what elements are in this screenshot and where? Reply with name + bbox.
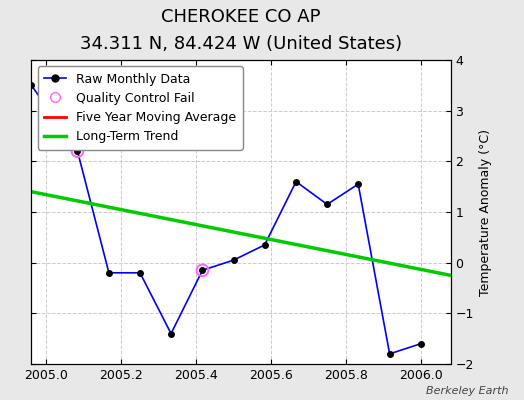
Raw Monthly Data (355, 182, 362, 186)
Legend: Raw Monthly Data, Quality Control Fail, Five Year Moving Average, Long-Term Tren: Raw Monthly Data, Quality Control Fail, … (38, 66, 243, 150)
Raw Monthly Data (74, 149, 81, 154)
Line: Raw Monthly Data: Raw Monthly Data (29, 82, 423, 357)
Raw Monthly Data (231, 258, 237, 262)
Raw Monthly Data (324, 202, 330, 207)
Raw Monthly Data (199, 268, 205, 273)
Raw Monthly Data (168, 331, 174, 336)
Raw Monthly Data (261, 242, 268, 247)
Raw Monthly Data (418, 341, 424, 346)
Quality Control Fail (73, 148, 82, 154)
Title: CHEROKEE CO AP
34.311 N, 84.424 W (United States): CHEROKEE CO AP 34.311 N, 84.424 W (Unite… (80, 8, 402, 53)
Raw Monthly Data (387, 352, 393, 356)
Y-axis label: Temperature Anomaly (°C): Temperature Anomaly (°C) (479, 128, 493, 296)
Raw Monthly Data (137, 270, 143, 275)
Text: Berkeley Earth: Berkeley Earth (426, 386, 508, 396)
Raw Monthly Data (28, 83, 35, 88)
Quality Control Fail (198, 267, 206, 274)
Raw Monthly Data (106, 270, 112, 275)
Raw Monthly Data (293, 179, 299, 184)
